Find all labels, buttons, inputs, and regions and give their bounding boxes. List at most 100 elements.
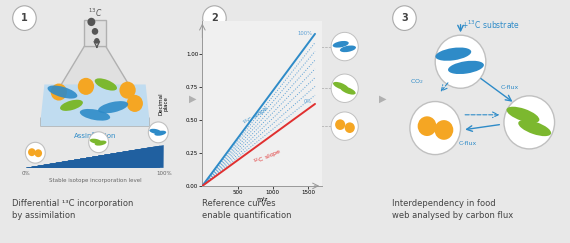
Circle shape — [28, 148, 35, 156]
Polygon shape — [26, 153, 118, 168]
Polygon shape — [26, 145, 164, 168]
Text: Interdependency in food
web analysed by carbon flux: Interdependency in food web analysed by … — [392, 199, 513, 220]
Polygon shape — [26, 157, 89, 168]
Ellipse shape — [60, 100, 83, 111]
Ellipse shape — [340, 45, 356, 52]
Text: Assimilation: Assimilation — [74, 133, 116, 139]
X-axis label: m/z: m/z — [256, 196, 268, 201]
Polygon shape — [26, 164, 47, 168]
Polygon shape — [26, 148, 146, 168]
Polygon shape — [26, 161, 65, 168]
Text: 0%: 0% — [22, 171, 31, 176]
Polygon shape — [26, 151, 128, 168]
Text: Reference curves
enable quantification: Reference curves enable quantification — [202, 199, 291, 220]
Polygon shape — [26, 163, 58, 168]
Text: 1: 1 — [21, 13, 28, 23]
Circle shape — [345, 122, 355, 133]
Circle shape — [335, 119, 345, 130]
Circle shape — [504, 96, 555, 149]
Circle shape — [51, 84, 67, 101]
Circle shape — [435, 35, 486, 88]
Ellipse shape — [95, 78, 117, 91]
Circle shape — [94, 38, 100, 44]
Polygon shape — [26, 160, 72, 168]
Polygon shape — [26, 148, 150, 168]
Polygon shape — [26, 158, 86, 168]
Ellipse shape — [98, 101, 128, 113]
Polygon shape — [40, 47, 149, 126]
Text: Stable isotope incorporation level: Stable isotope incorporation level — [48, 178, 141, 183]
Text: $^{13}$C slope: $^{13}$C slope — [241, 103, 272, 129]
Circle shape — [120, 82, 136, 99]
Circle shape — [331, 32, 359, 61]
Circle shape — [203, 6, 226, 30]
Polygon shape — [26, 156, 97, 168]
Circle shape — [25, 142, 45, 163]
Circle shape — [331, 112, 359, 140]
Polygon shape — [26, 150, 132, 168]
Text: $^{13}$C: $^{13}$C — [88, 6, 102, 19]
Polygon shape — [26, 165, 44, 168]
Polygon shape — [26, 154, 111, 168]
Circle shape — [331, 74, 359, 103]
Polygon shape — [26, 150, 136, 168]
Polygon shape — [26, 157, 93, 168]
Ellipse shape — [149, 129, 161, 134]
Text: 2: 2 — [211, 13, 218, 23]
Text: ▶: ▶ — [189, 93, 197, 104]
Circle shape — [35, 149, 42, 157]
Ellipse shape — [80, 109, 110, 121]
Polygon shape — [26, 147, 153, 168]
Ellipse shape — [448, 61, 484, 74]
Circle shape — [92, 28, 98, 35]
Polygon shape — [26, 158, 83, 168]
Circle shape — [410, 102, 461, 155]
Polygon shape — [26, 166, 37, 168]
Text: C-flux: C-flux — [500, 85, 519, 90]
Circle shape — [78, 78, 94, 95]
Polygon shape — [40, 85, 149, 126]
Circle shape — [418, 116, 437, 136]
Ellipse shape — [89, 139, 101, 144]
Ellipse shape — [518, 120, 551, 136]
Polygon shape — [26, 156, 100, 168]
Circle shape — [127, 95, 143, 112]
Polygon shape — [26, 155, 104, 168]
Ellipse shape — [435, 47, 471, 61]
Polygon shape — [26, 149, 139, 168]
Polygon shape — [26, 155, 107, 168]
Circle shape — [87, 18, 95, 26]
Ellipse shape — [333, 82, 348, 90]
Polygon shape — [84, 20, 106, 47]
Ellipse shape — [340, 87, 356, 95]
Circle shape — [148, 122, 168, 143]
Circle shape — [89, 132, 108, 153]
Text: CO$_2$: CO$_2$ — [410, 77, 424, 86]
Polygon shape — [26, 153, 115, 168]
Polygon shape — [26, 152, 125, 168]
Polygon shape — [26, 163, 55, 168]
Polygon shape — [26, 167, 30, 168]
Circle shape — [13, 6, 36, 30]
Text: C-flux: C-flux — [459, 141, 477, 146]
Polygon shape — [26, 165, 40, 168]
Text: $^{12}$C slope: $^{12}$C slope — [251, 146, 284, 168]
Ellipse shape — [95, 140, 107, 146]
Polygon shape — [26, 152, 121, 168]
Polygon shape — [26, 146, 160, 168]
Circle shape — [393, 6, 416, 30]
Ellipse shape — [333, 41, 349, 48]
Y-axis label: Decimal
place: Decimal place — [158, 92, 169, 115]
Circle shape — [434, 120, 453, 140]
Text: 3: 3 — [401, 13, 408, 23]
Polygon shape — [26, 160, 76, 168]
Text: +$^{13}$C substrate: +$^{13}$C substrate — [461, 18, 519, 31]
Text: 100%: 100% — [297, 31, 312, 36]
Polygon shape — [26, 161, 68, 168]
Polygon shape — [26, 146, 157, 168]
Ellipse shape — [47, 86, 78, 99]
Polygon shape — [26, 162, 62, 168]
Text: 0%: 0% — [304, 99, 312, 104]
Text: ▶: ▶ — [378, 93, 386, 104]
Polygon shape — [26, 167, 33, 168]
